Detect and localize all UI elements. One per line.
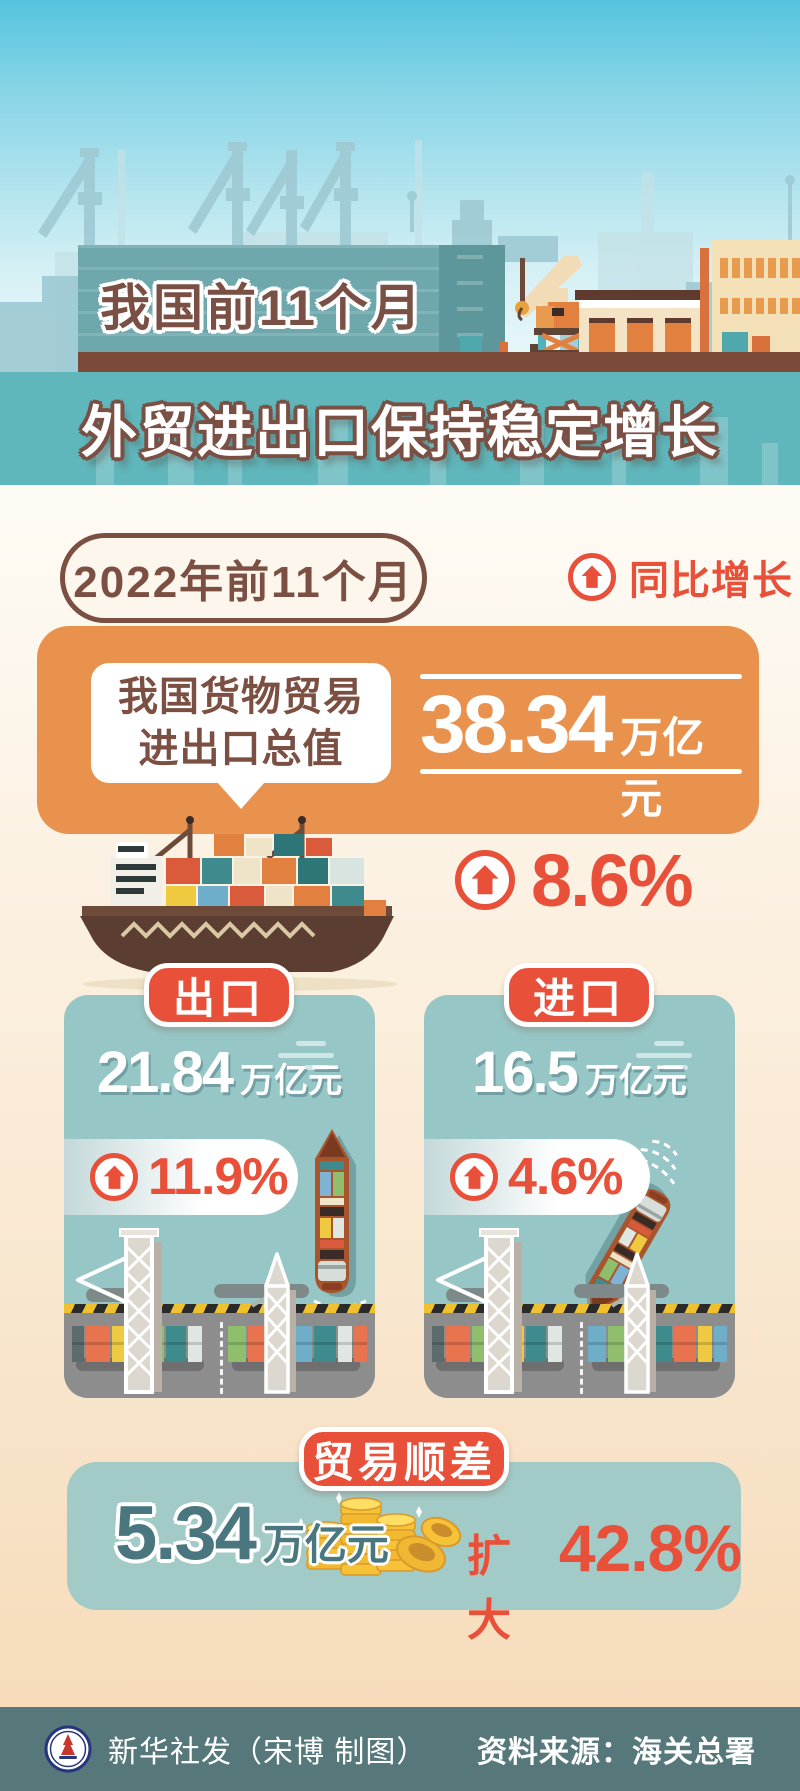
hazard-stripe <box>64 1304 375 1313</box>
dock-cranes <box>76 1228 296 1394</box>
total-label-box: 我国货物贸易 进出口总值 <box>91 663 391 783</box>
small-container <box>460 336 482 352</box>
surplus-growth: 扩大 42.8% <box>467 1510 742 1648</box>
xinhua-logo <box>44 1725 92 1773</box>
surplus-value-number: 5.34 <box>115 1491 257 1576</box>
total-growth: 8.6% <box>455 839 694 922</box>
pointer-triangle <box>217 782 265 809</box>
harbor-header: 我国前11个月 <box>0 0 800 372</box>
gold-coins-illustration <box>299 1492 462 1576</box>
factory-building-illustration <box>700 240 800 352</box>
total-label-line2: 进出口总值 <box>138 727 344 771</box>
surplus-growth-value: 42.8% <box>558 1511 742 1585</box>
up-arrow-icon <box>450 1153 498 1201</box>
banner-sign-edge <box>439 245 505 353</box>
main-title: 外贸进出口保持稳定增长 <box>81 401 719 464</box>
import-card: 16.5 万亿元 4.6% <box>424 995 735 1398</box>
surplus-badge: 贸易顺差 <box>299 1427 509 1491</box>
footer: 新华社发（宋博 制图） 资料来源：海关总署 <box>0 1707 800 1791</box>
total-growth-value: 8.6% <box>531 838 694 922</box>
surplus-card: 5.34 万亿元 扩大 42.8% <box>67 1462 742 1645</box>
export-growth-value: 11.9% <box>148 1148 289 1206</box>
surplus-badge-label: 贸易顺差 <box>311 1438 496 1486</box>
surplus-value-unit: 万亿元 <box>262 1521 389 1568</box>
total-value-number: 38.34 <box>420 679 613 770</box>
footer-source: 资料来源：海关总署 <box>477 1736 756 1769</box>
up-arrow-icon <box>568 553 616 601</box>
export-growth-box: 11.9% <box>64 1139 298 1215</box>
total-trade-card: 我国货物贸易 进出口总值 38.34 万亿元 <box>37 626 759 834</box>
total-value-unit: 万亿元 <box>620 714 705 822</box>
export-value: 21.84 万亿元 <box>64 1039 375 1106</box>
lane-divider <box>219 1322 223 1394</box>
export-badge: 出口 <box>144 963 294 1027</box>
warehouse-illustration <box>575 290 707 357</box>
export-value-unit: 万亿元 <box>240 1062 343 1100</box>
surplus-growth-prefix: 扩大 <box>467 1532 511 1645</box>
title-band: 外贸进出口保持稳定增长 <box>0 372 800 485</box>
banner-sign <box>78 245 505 353</box>
import-value-number: 16.5 <box>472 1040 579 1105</box>
legend-label: 同比增长 <box>629 559 793 603</box>
dock-cranes <box>436 1228 656 1394</box>
divider-line <box>420 769 742 774</box>
import-badge: 进口 <box>504 963 654 1027</box>
import-growth-value: 4.6% <box>508 1148 624 1206</box>
export-badge-label: 出口 <box>172 974 265 1022</box>
import-value: 16.5 万亿元 <box>424 1039 735 1106</box>
yoy-legend: 同比增长 <box>568 548 793 606</box>
period-pill: 2022年前11个月 <box>60 533 427 623</box>
footer-credit: 新华社发（宋博 制图） <box>108 1736 428 1769</box>
import-value-unit: 万亿元 <box>584 1062 687 1100</box>
up-arrow-icon <box>455 850 515 910</box>
up-arrow-icon <box>90 1153 138 1201</box>
dock-scene <box>424 1284 735 1398</box>
divider-line <box>420 674 742 679</box>
bollard <box>500 342 508 352</box>
total-label-line1: 我国货物贸易 <box>118 675 364 719</box>
export-value-number: 21.84 <box>96 1040 234 1105</box>
surplus-value: 5.34 万亿元 <box>115 1490 389 1577</box>
dock-ground-bar <box>78 352 800 372</box>
top-view-ship-illustration <box>315 1129 356 1297</box>
lane-divider <box>579 1322 583 1394</box>
period-label: 2022年前11个月 <box>73 558 414 607</box>
export-card: 21.84 万亿元 11.9% <box>64 995 375 1398</box>
total-value: 38.34 万亿元 <box>420 679 742 823</box>
top-view-ship-tilted <box>559 1167 689 1329</box>
import-growth-box: 4.6% <box>424 1139 650 1215</box>
import-badge-label: 进口 <box>532 974 625 1022</box>
hazard-stripe <box>424 1304 735 1313</box>
bollard <box>530 344 538 352</box>
banner-title: 我国前11个月 <box>100 280 424 336</box>
